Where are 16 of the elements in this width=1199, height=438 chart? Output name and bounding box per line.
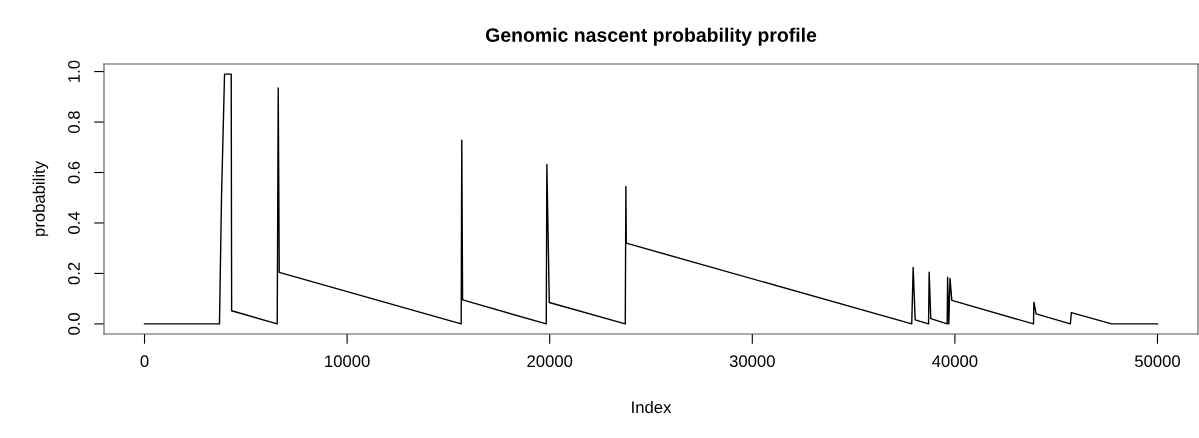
x-tick-label: 20000 xyxy=(527,355,573,368)
x-tick-label: 10000 xyxy=(325,355,370,368)
y-tick-label: 0.4 xyxy=(68,211,80,234)
y-tick-label: 0.6 xyxy=(68,161,80,184)
x-tick-label: 30000 xyxy=(729,355,775,368)
line-series xyxy=(143,73,1159,325)
y-tick-label: 0.0 xyxy=(68,312,80,335)
x-tick-label: 50000 xyxy=(1134,355,1180,368)
chart-title: Genomic nascent probability profile xyxy=(485,27,817,46)
y-tick-label: 0.2 xyxy=(68,262,80,285)
x-tick-label: 0 xyxy=(140,355,149,368)
x-tick-label: 40000 xyxy=(932,355,978,368)
y-tick-label: 1.0 xyxy=(68,60,80,82)
y-tick-label: 0.8 xyxy=(68,111,80,133)
y-axis-title: probability xyxy=(32,161,49,236)
x-axis-title: Index xyxy=(632,400,672,414)
